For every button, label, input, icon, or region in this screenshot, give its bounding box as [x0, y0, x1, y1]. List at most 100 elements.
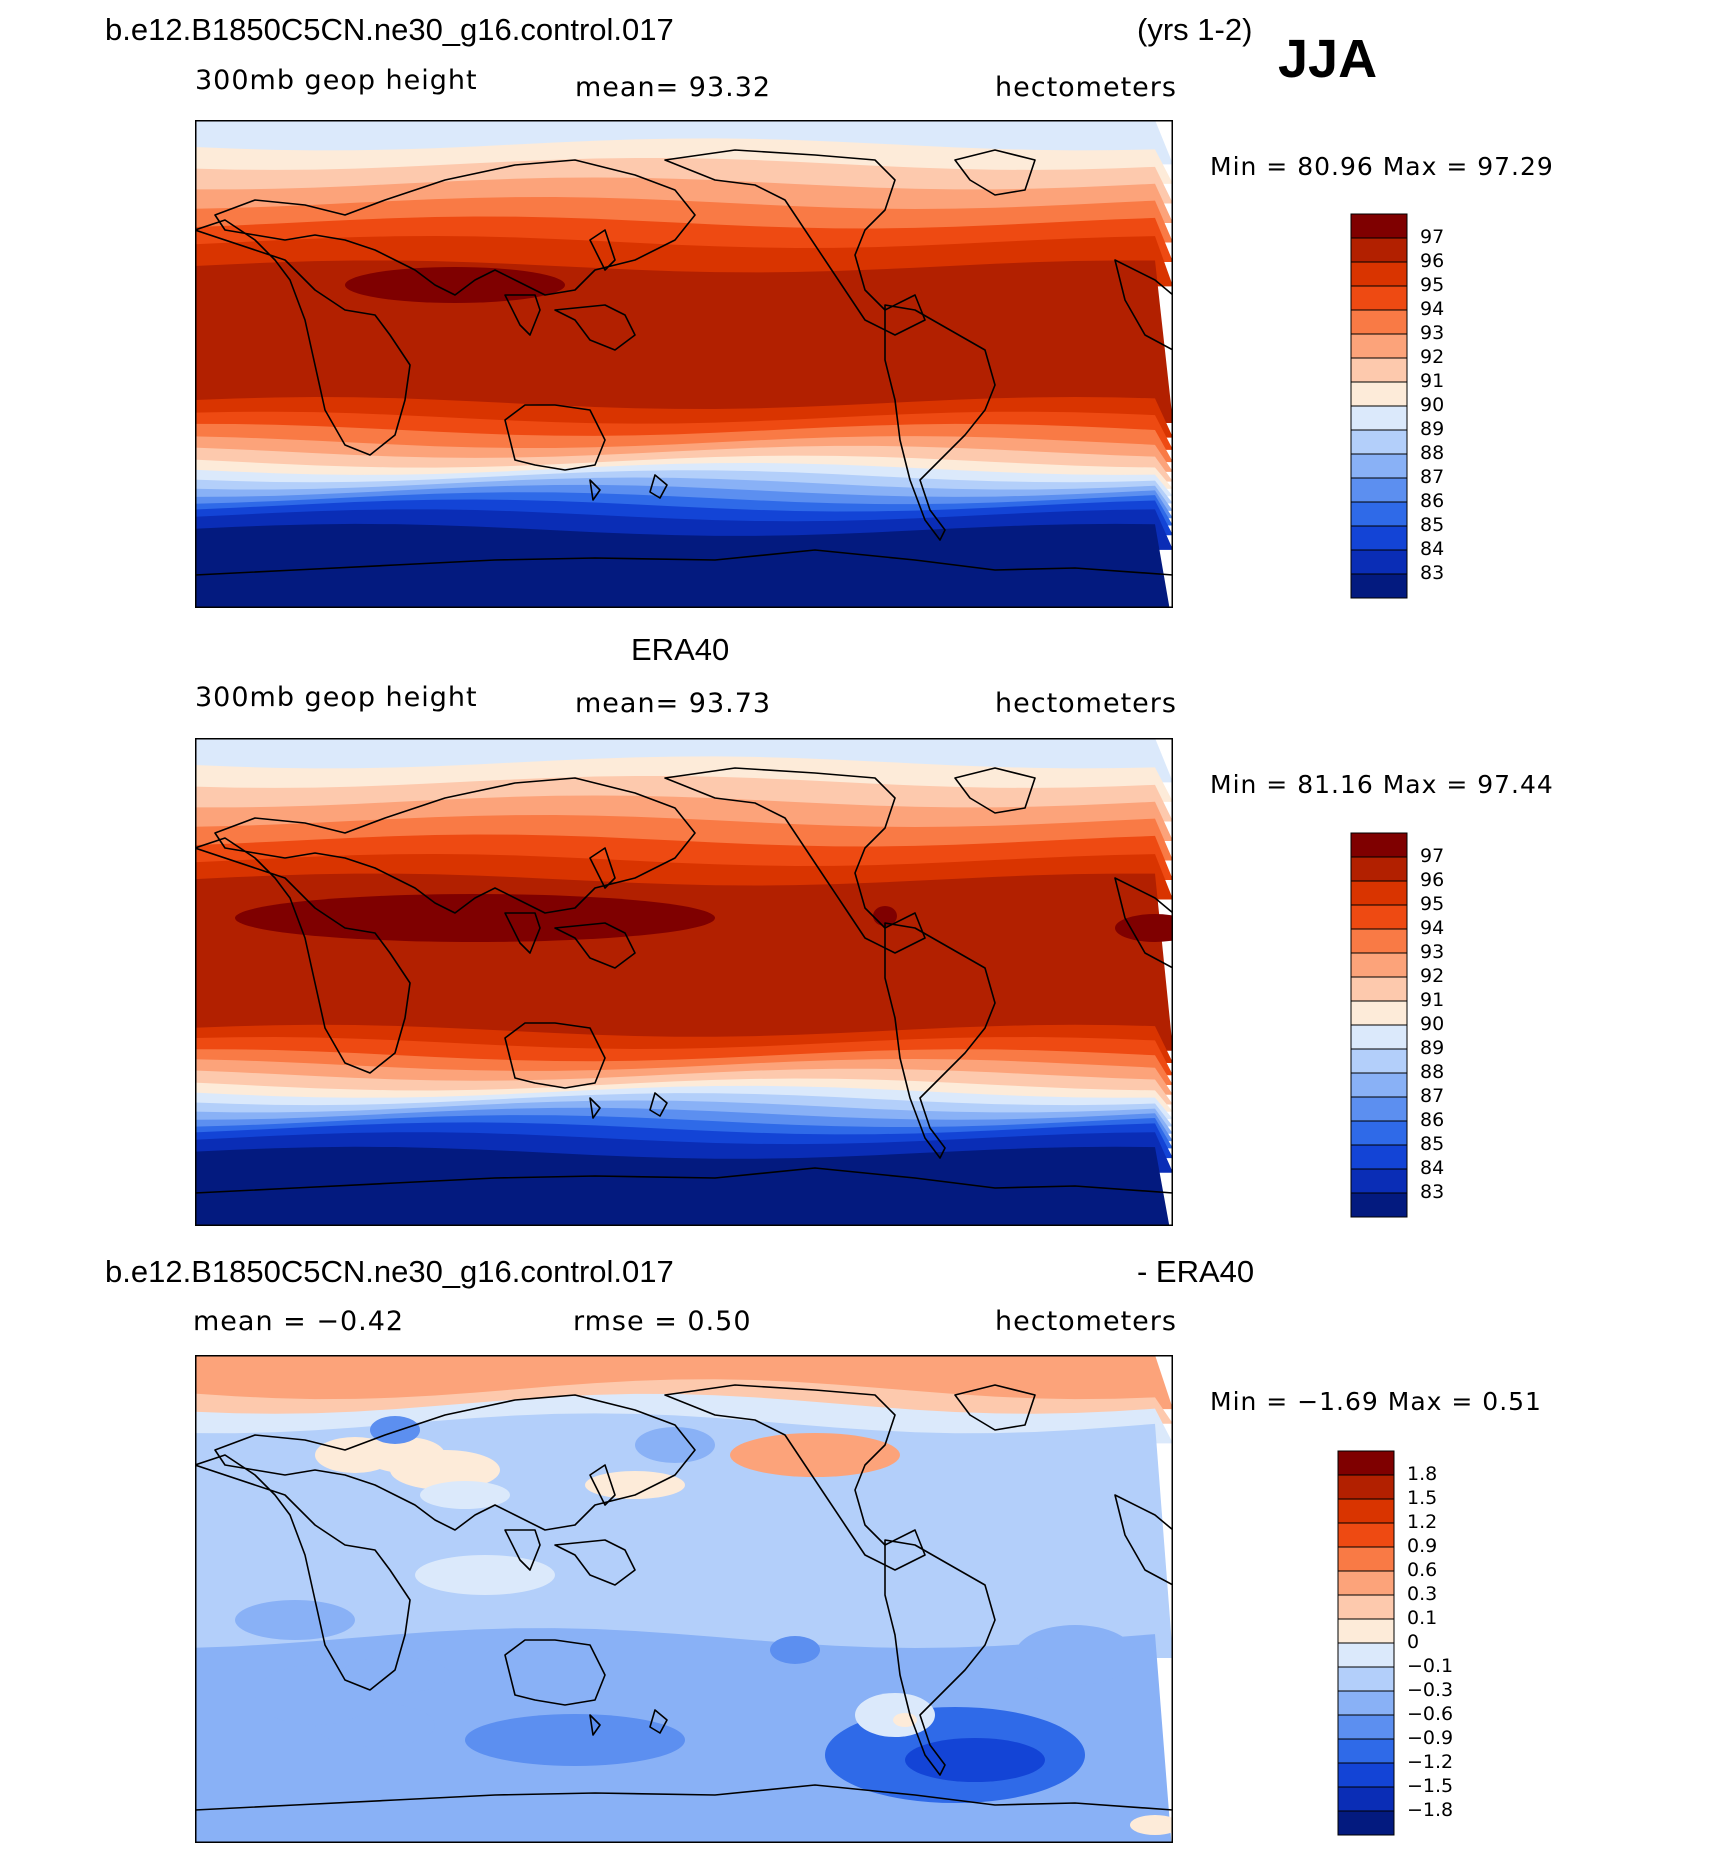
colorbar-swatch [1350, 952, 1408, 978]
contour-band [195, 1146, 1170, 1226]
colorbar-tick-label: −0.6 [1407, 1703, 1454, 1725]
colorbar-tick-label: 90 [1420, 394, 1445, 416]
colorbar-tick-label: −0.3 [1407, 1679, 1454, 1701]
panel1-years-label: (yrs 1-2) [1137, 12, 1253, 47]
coastline [504, 1529, 541, 1571]
colorbar-tick-label: 95 [1420, 274, 1445, 296]
panel1-minmax-label: Min = 80.96 Max = 97.29 [1210, 152, 1554, 181]
colorbar-swatch [1350, 381, 1408, 407]
colorbar-tick-label: 1.5 [1407, 1487, 1438, 1509]
colorbar-swatch [1350, 1072, 1408, 1098]
colorbar-tick-label: 95 [1420, 893, 1445, 915]
colorbar-tick-label: 92 [1420, 346, 1445, 368]
colorbar-swatch [1350, 1024, 1408, 1050]
panel2-minmax-label: Min = 81.16 Max = 97.44 [1210, 770, 1554, 799]
height-maximum-contour [345, 267, 565, 303]
colorbar-swatch [1337, 1498, 1395, 1524]
colorbar-swatch [1350, 261, 1408, 287]
anomaly-contour [365, 1437, 445, 1473]
panel3-map [195, 1355, 1173, 1843]
colorbar-tick-label: 83 [1420, 562, 1445, 584]
panel3-minus-label: - ERA40 [1137, 1254, 1255, 1289]
colorbar-tick-label: 87 [1420, 466, 1445, 488]
colorbar-swatch [1337, 1738, 1395, 1764]
anomaly-contour [855, 1693, 935, 1737]
colorbar-tick-label: −1.2 [1407, 1751, 1454, 1773]
colorbar-swatch [1350, 573, 1408, 599]
colorbar-tick-label: 0.3 [1407, 1583, 1438, 1605]
anomaly-contour [1015, 1625, 1135, 1685]
anomaly-contour [235, 1600, 355, 1640]
colorbar-tick-label: 89 [1420, 418, 1445, 440]
colorbar-tick-label: 85 [1420, 514, 1445, 536]
colorbar-swatch [1350, 333, 1408, 359]
colorbar-swatch [1337, 1690, 1395, 1716]
colorbar-tick-label: 88 [1420, 442, 1445, 464]
colorbar-swatch [1350, 357, 1408, 383]
colorbar-swatch [1337, 1762, 1395, 1788]
colorbar-swatch [1337, 1570, 1395, 1596]
colorbar-swatch [1337, 1666, 1395, 1692]
colorbar-swatch [1350, 501, 1408, 527]
colorbar-tick-label: −1.8 [1407, 1799, 1454, 1821]
colorbar-tick-label: 85 [1420, 1133, 1445, 1155]
colorbar-swatch [1350, 928, 1408, 954]
coastline [589, 1097, 601, 1119]
colorbar-swatch [1350, 405, 1408, 431]
colorbar-tick-label: 86 [1420, 490, 1445, 512]
map-frame [195, 120, 1173, 608]
panel3-minmax-label: Min = −1.69 Max = 0.51 [1210, 1387, 1542, 1416]
colorbar-tick-label: 97 [1420, 226, 1445, 248]
colorbar-tick-label: −0.1 [1407, 1655, 1454, 1677]
colorbar-swatch [1350, 1096, 1408, 1122]
panel2-mean-label: mean= 93.73 [575, 688, 772, 719]
anomaly-contour [1130, 1815, 1173, 1835]
colorbar-tick-label: 84 [1420, 538, 1445, 560]
coastline [504, 1022, 606, 1089]
colorbar-swatch [1350, 453, 1408, 479]
colorbar-swatch [1350, 213, 1408, 239]
coastline [195, 837, 411, 1074]
season-label: JJA [1278, 29, 1378, 89]
coastline [195, 1454, 411, 1691]
colorbar-tick-label: 96 [1420, 869, 1445, 891]
colorbar-tick-label: 93 [1420, 941, 1445, 963]
colorbar-tick-label: 90 [1420, 1013, 1445, 1035]
anomaly-contour [730, 1433, 900, 1477]
colorbar-tick-label: −1.5 [1407, 1775, 1454, 1797]
coastline [1114, 1494, 1173, 1586]
colorbar-swatch [1350, 549, 1408, 575]
colorbar-swatch [1350, 976, 1408, 1002]
coastline [649, 474, 668, 499]
colorbar-tick-label: 94 [1420, 298, 1445, 320]
coastline [195, 549, 1173, 608]
colorbar-swatch [1350, 856, 1408, 882]
colorbar-swatch [1350, 904, 1408, 930]
colorbar-swatch [1337, 1714, 1395, 1740]
map-frame [195, 738, 1173, 1226]
colorbar-tick-label: 1.2 [1407, 1511, 1438, 1533]
height-maximum-contour [235, 894, 715, 942]
colorbar-tick-label: 89 [1420, 1037, 1445, 1059]
coastline [214, 1394, 696, 1531]
colorbar-tick-label: 92 [1420, 965, 1445, 987]
colorbar-swatch [1337, 1546, 1395, 1572]
anomaly-contour [255, 1665, 375, 1725]
colorbar-tick-label: 0 [1407, 1631, 1420, 1653]
coastline [664, 1384, 926, 1571]
colorbar-swatch [1337, 1594, 1395, 1620]
colorbar-tick-label: 91 [1420, 989, 1445, 1011]
coastline [554, 1539, 636, 1586]
anomaly-contour [420, 1481, 510, 1509]
panel1-mean-label: mean= 93.32 [575, 72, 772, 103]
coastline [504, 912, 541, 954]
colorbar-swatch [1337, 1618, 1395, 1644]
colorbar-swatch [1350, 429, 1408, 455]
coastline [884, 1539, 996, 1776]
colorbar-swatch [1350, 1168, 1408, 1194]
panel3-case-title: b.e12.B1850C5CN.ne30_g16.control.017 [105, 1254, 674, 1289]
panel3-mean-label: mean = −0.42 [193, 1306, 405, 1337]
panel3-rmse-label: rmse = 0.50 [573, 1306, 752, 1337]
coastline [884, 922, 996, 1159]
colorbar-swatch [1350, 477, 1408, 503]
